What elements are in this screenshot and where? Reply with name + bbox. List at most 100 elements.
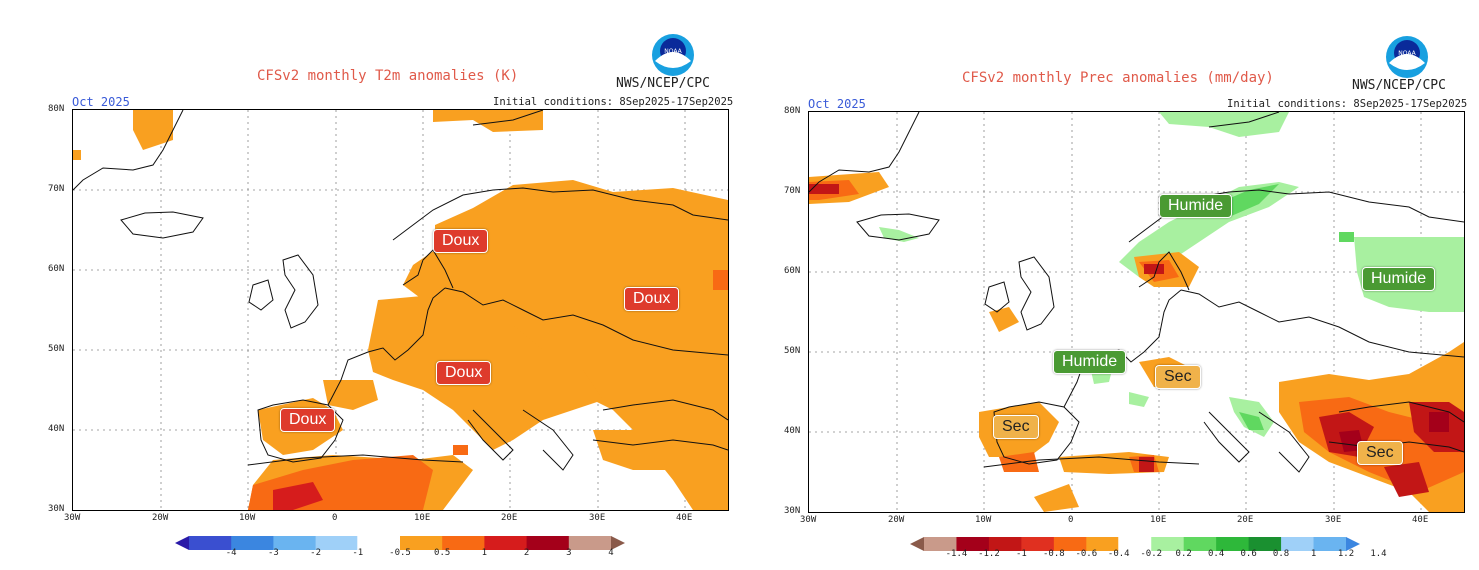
- precipitation-colorbar: [910, 537, 1360, 551]
- noaa-logo-icon: NOAA: [652, 34, 694, 76]
- precipitation-panel: CFSv2 monthly Prec anomalies (mm/day) NO…: [740, 0, 1479, 570]
- temperature-colorbar: [175, 536, 625, 550]
- lon-label: 30E: [589, 513, 606, 523]
- colorbar-tick-label: 2: [523, 548, 530, 558]
- colorbar-swatch: [231, 536, 274, 550]
- dry-label-iberia: Sec: [993, 415, 1039, 439]
- temperature-panel: CFSv2 monthly T2m anomalies (K) NOAA NWS…: [48, 34, 734, 558]
- colorbar-tick-label: 1: [481, 548, 488, 558]
- colorbar-tick-label: -1: [352, 548, 364, 558]
- forecast-month: Oct 2025: [72, 95, 130, 109]
- lon-label: 40E: [676, 513, 693, 523]
- colorbar-tick-label: 1: [1310, 549, 1317, 559]
- colorbar-tick-label: 0.4: [1208, 549, 1225, 559]
- lon-label: 20E: [1237, 515, 1254, 525]
- wet-label-russia: Humide: [1362, 267, 1436, 291]
- svg-text:NOAA: NOAA: [1398, 50, 1416, 57]
- lon-label: 10W: [975, 515, 992, 525]
- precipitation-anomaly-map: Humide Humide Humide Sec Sec Sec: [808, 111, 1465, 513]
- lat-label: 60N: [48, 264, 65, 274]
- colorbar-swatch: [175, 536, 189, 550]
- mild-label-iberia: Doux: [280, 408, 336, 432]
- mild-label-scandinavia: Doux: [433, 229, 489, 253]
- dry-label-turkey: Sec: [1357, 441, 1403, 465]
- lat-label: 30N: [784, 506, 801, 516]
- lat-label: 50N: [784, 346, 801, 356]
- colorbar-tick-label: -2: [310, 548, 322, 558]
- colorbar-tick-label: -0.4: [1107, 549, 1130, 559]
- agency-label: NWS/NCEP/CPC: [1352, 78, 1446, 93]
- colorbar-swatch: [1216, 537, 1250, 551]
- colorbar-tick-label: 0.5: [434, 548, 451, 558]
- dry-label-italy: Sec: [1155, 365, 1201, 389]
- colorbar-tick-label: -1.4: [945, 549, 968, 559]
- lon-label: 0: [332, 513, 338, 523]
- lat-label: 30N: [48, 504, 65, 514]
- lat-label: 40N: [48, 424, 65, 434]
- colorbar-swatch: [1346, 537, 1360, 551]
- lon-label: 30W: [800, 515, 817, 525]
- colorbar-swatch: [189, 536, 232, 550]
- lat-label: 80N: [784, 106, 801, 116]
- colorbar-swatch: [1248, 537, 1282, 551]
- colorbar-swatch: [273, 536, 317, 550]
- colorbar-swatch: [315, 536, 359, 550]
- colorbar-swatch: [1086, 537, 1120, 551]
- lat-label: 50N: [48, 344, 65, 354]
- lon-label: 40E: [1412, 515, 1429, 525]
- lat-label: 40N: [784, 426, 801, 436]
- colorbar-tick-label: -3: [267, 548, 279, 558]
- agency-label: NWS/NCEP/CPC: [616, 76, 710, 91]
- initial-conditions: Initial conditions: 8Sep2025-17Sep2025: [493, 96, 734, 108]
- lon-label: 20E: [501, 513, 518, 523]
- lat-label: 60N: [784, 266, 801, 276]
- colorbar-tick-label: 1.4: [1370, 549, 1387, 559]
- colorbar-tick-label: -0.6: [1075, 549, 1098, 559]
- colorbar-swatch: [1183, 537, 1217, 551]
- lat-label: 80N: [48, 104, 65, 114]
- colorbar-swatch: [526, 536, 570, 550]
- colorbar-swatch: [910, 537, 924, 551]
- colorbar-tick-label: -0.5: [389, 548, 411, 558]
- colorbar-swatch: [924, 537, 957, 551]
- lon-label: 10E: [414, 513, 431, 523]
- colorbar-swatch: [442, 536, 485, 550]
- lon-label: 10E: [1150, 515, 1167, 525]
- lon-label: 20W: [888, 515, 905, 525]
- colorbar-swatch: [1053, 537, 1087, 551]
- colorbar-swatch: [484, 536, 528, 550]
- lon-label: 30E: [1325, 515, 1342, 525]
- colorbar-tick-label: -0.2: [1140, 549, 1163, 559]
- lon-label: 20W: [152, 513, 169, 523]
- colorbar-tick-label: -1: [1015, 549, 1027, 559]
- wet-label-scandinavia: Humide: [1159, 194, 1233, 218]
- mild-label-russia: Doux: [624, 287, 680, 311]
- colorbar-swatch: [611, 536, 625, 550]
- colorbar-swatch: [1281, 537, 1315, 551]
- noaa-logo-icon: NOAA: [1386, 36, 1428, 78]
- colorbar-tick-label: -0.8: [1043, 549, 1065, 559]
- colorbar-tick-label: 0.6: [1240, 549, 1257, 559]
- precipitation-map-title: CFSv2 monthly Prec anomalies (mm/day): [962, 70, 1274, 86]
- wet-label-france: Humide: [1053, 350, 1127, 374]
- colorbar-tick-label: -1.2: [978, 549, 1000, 559]
- colorbar-tick-label: 0.8: [1272, 549, 1290, 559]
- mild-label-central-europe: Doux: [436, 361, 492, 385]
- colorbar-tick-label: 4: [608, 548, 614, 558]
- colorbar-tick-label: 3: [566, 548, 572, 558]
- colorbar-swatch: [956, 537, 990, 551]
- lat-label: 70N: [48, 184, 65, 194]
- lat-label: 70N: [784, 186, 801, 196]
- colorbar-swatch: [1021, 537, 1055, 551]
- colorbar-swatch: [1313, 537, 1347, 551]
- lon-label: 10W: [239, 513, 256, 523]
- temperature-map-title: CFSv2 monthly T2m anomalies (K): [257, 68, 519, 84]
- svg-text:NOAA: NOAA: [664, 48, 682, 55]
- temperature-anomaly-map: Doux Doux Doux Doux: [72, 109, 729, 511]
- colorbar-swatch: [1151, 537, 1185, 551]
- colorbar-swatch: [988, 537, 1022, 551]
- lon-label: 0: [1068, 515, 1074, 525]
- colorbar-swatch: [400, 536, 443, 550]
- colorbar-swatch: [568, 536, 612, 550]
- initial-conditions: Initial conditions: 8Sep2025-17Sep2025: [1227, 98, 1468, 110]
